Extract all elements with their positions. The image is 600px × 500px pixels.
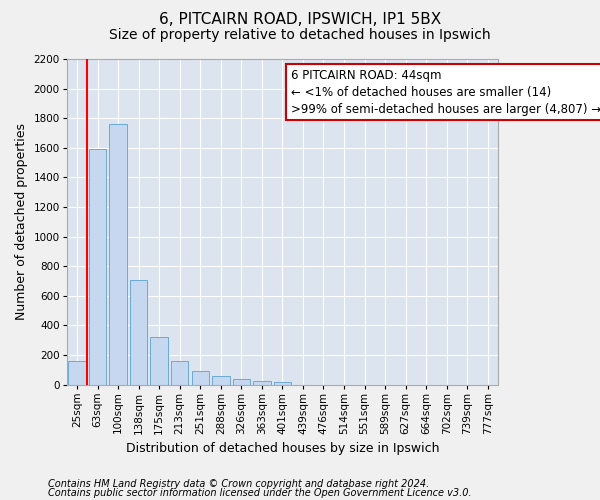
Bar	[109, 124, 127, 384]
Text: 6 PITCAIRN ROAD: 44sqm
← <1% of detached houses are smaller (14)
>99% of semi-de: 6 PITCAIRN ROAD: 44sqm ← <1% of detached…	[291, 69, 600, 116]
Text: Contains HM Land Registry data © Crown copyright and database right 2024.: Contains HM Land Registry data © Crown c…	[48, 479, 429, 489]
Bar	[130, 280, 148, 384]
Bar	[253, 381, 271, 384]
Bar	[68, 361, 86, 384]
Bar	[274, 382, 291, 384]
Text: Contains public sector information licensed under the Open Government Licence v3: Contains public sector information licen…	[48, 488, 472, 498]
Bar	[171, 361, 188, 384]
Bar	[233, 380, 250, 384]
Text: 6, PITCAIRN ROAD, IPSWICH, IP1 5BX: 6, PITCAIRN ROAD, IPSWICH, IP1 5BX	[159, 12, 441, 28]
X-axis label: Distribution of detached houses by size in Ipswich: Distribution of detached houses by size …	[125, 442, 439, 455]
Bar	[151, 337, 168, 384]
Bar	[89, 150, 106, 384]
Bar	[191, 372, 209, 384]
Text: Size of property relative to detached houses in Ipswich: Size of property relative to detached ho…	[109, 28, 491, 42]
Bar	[212, 376, 230, 384]
Y-axis label: Number of detached properties: Number of detached properties	[15, 124, 28, 320]
